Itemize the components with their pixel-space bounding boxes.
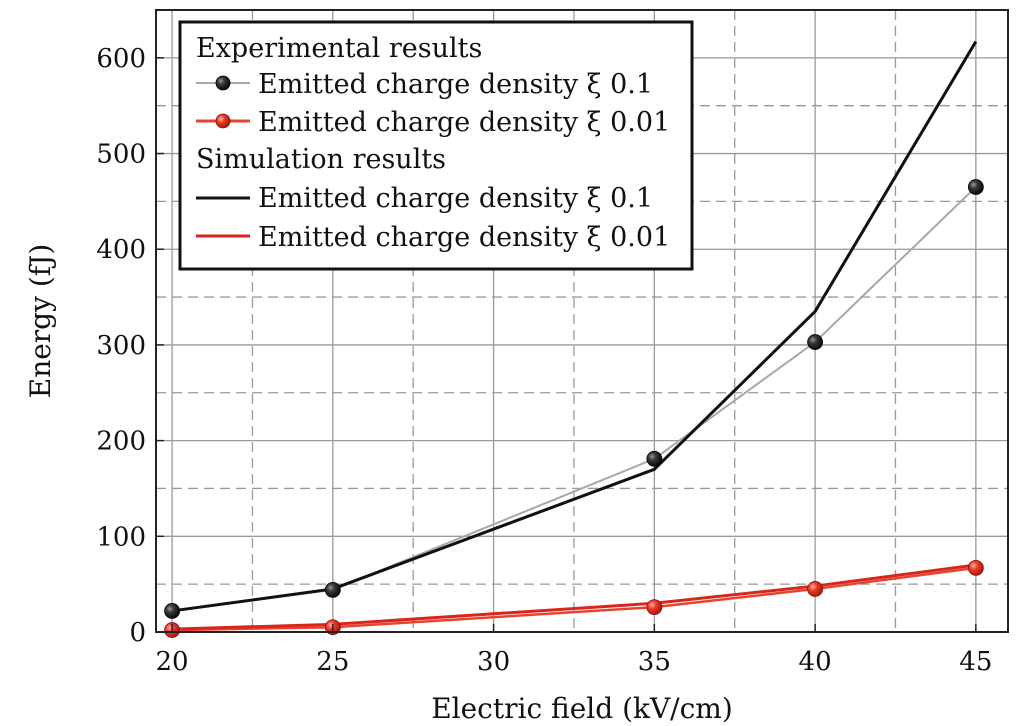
x-axis-title: Electric field (kV/cm) [431, 692, 733, 725]
data-point-exp-0-1 [967, 179, 984, 195]
legend-entry-sim-0-01: Emitted charge density ξ 0.01 [196, 222, 670, 253]
y-tick-label: 500 [96, 140, 146, 170]
y-tick-label: 100 [96, 522, 146, 552]
data-point-exp-0-01 [967, 559, 984, 576]
y-tick-label: 400 [96, 235, 146, 265]
x-tick-label: 20 [156, 647, 189, 677]
y-tick-label: 600 [96, 44, 146, 74]
data-point-exp-0-01 [646, 599, 663, 616]
y-tick-label: 0 [129, 618, 146, 648]
x-tick-label: 30 [477, 647, 510, 677]
legend-label-sim-0-1: Emitted charge density ξ 0.1 [258, 183, 653, 214]
legend-label-exp-0-1: Emitted charge density ξ 0.1 [258, 69, 653, 100]
y-axis-title: Energy (fJ) [24, 244, 57, 399]
legend-heading-experimental: Experimental results [196, 33, 482, 64]
legend-entry-exp-0-1: Emitted charge density ξ 0.1 [196, 69, 653, 100]
legend-marker-exp-0-01 [215, 113, 231, 129]
data-point-exp-0-1 [646, 450, 663, 467]
legend-label-sim-0-01: Emitted charge density ξ 0.01 [258, 222, 670, 253]
y-tick-label: 300 [96, 331, 146, 361]
series-line-simulation-2 [171, 40, 978, 613]
x-tick-label: 40 [799, 647, 832, 677]
data-point-exp-0-1 [164, 603, 180, 619]
series-layer [164, 40, 984, 638]
data-point-exp-0-1 [324, 581, 341, 598]
legend-heading-simulation: Simulation results [196, 144, 446, 175]
y-tick-label: 200 [96, 427, 146, 457]
legend-marker-exp-0-1 [215, 75, 231, 91]
plot-frame [155, 9, 1009, 633]
legend-label-exp-0-01: Emitted charge density ξ 0.01 [258, 107, 670, 138]
legend-box [178, 20, 694, 271]
data-point-exp-0-01 [807, 581, 823, 597]
data-point-exp-0-1 [807, 334, 823, 350]
legend: Experimental results Emitted charge dens… [178, 20, 694, 271]
legend-entry-sim-0-1: Emitted charge density ξ 0.1 [196, 183, 653, 214]
x-tick-label: 35 [638, 647, 671, 677]
x-tick-label: 45 [959, 647, 992, 677]
legend-entry-exp-0-01: Emitted charge density ξ 0.01 [196, 107, 670, 138]
x-tick-label: 25 [316, 647, 349, 677]
axis-ticks: 20 25 30 35 40 45 0 100 200 300 400 500 600 [96, 44, 992, 677]
